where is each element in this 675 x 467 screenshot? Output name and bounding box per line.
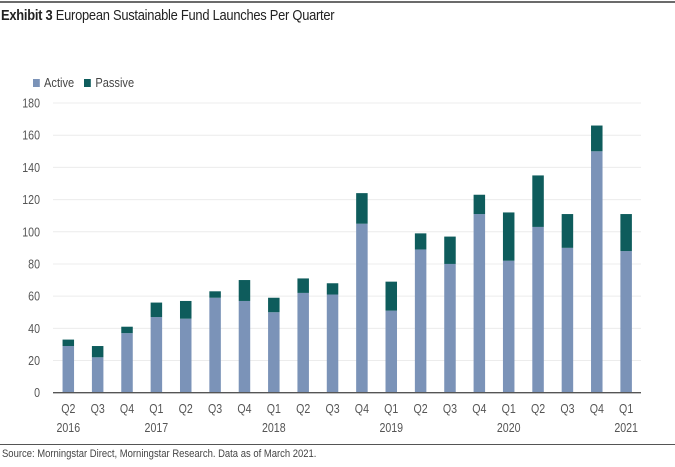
bar-active <box>238 300 251 393</box>
legend-label-passive: Passive <box>95 75 135 90</box>
bar-passive <box>385 281 398 311</box>
x-tick-year-label: 2020 <box>497 421 521 435</box>
bar-passive <box>532 175 544 227</box>
bar-active <box>620 251 632 393</box>
bar-active <box>150 317 163 393</box>
x-tick-year-label: 2021 <box>614 421 638 435</box>
exhibit-label: Exhibit 3 <box>1 7 53 24</box>
legend-swatch-active <box>33 78 40 87</box>
x-tick-label: Q2 <box>61 402 75 416</box>
bars <box>62 125 632 393</box>
source-note: Source: Morningstar Direct, Morningstar … <box>2 448 317 460</box>
bar-active <box>502 260 515 393</box>
bar-active <box>561 247 574 393</box>
bar-chart: 0 20 40 60 80 100 120 140 160 180 Q2 2016 Q3 Q4 Q1 201… <box>22 97 641 435</box>
chart-title: Exhibit 3 European Sustainable Fund Laun… <box>1 7 335 24</box>
bar-passive <box>444 236 456 264</box>
bar-passive <box>179 300 192 319</box>
bar-passive <box>414 233 427 250</box>
bar-active <box>356 223 368 393</box>
bar-active <box>91 357 104 393</box>
y-tick-label: 120 <box>22 193 40 207</box>
bar-passive <box>356 193 368 224</box>
x-tick-label: Q2 <box>296 402 310 416</box>
y-tick-label: 0 <box>34 386 40 400</box>
bar-passive <box>150 302 163 318</box>
x-tick-label: Q3 <box>208 402 222 416</box>
y-tick-label: 140 <box>22 161 40 175</box>
x-tick-label: Q1 <box>619 402 633 416</box>
bar-passive <box>91 346 104 358</box>
bar-passive <box>591 125 603 152</box>
x-tick-label: Q2 <box>531 402 545 416</box>
gridlines <box>53 102 641 362</box>
bar-passive <box>297 278 309 293</box>
y-tick-label: 20 <box>28 354 40 368</box>
x-tick-label: Q1 <box>267 402 281 416</box>
title-text: European Sustainable Fund Launches Per Q… <box>55 7 335 24</box>
bar-passive <box>121 326 133 334</box>
bar-passive <box>561 214 574 248</box>
x-axis: Q2 2016 Q3 Q4 Q1 2017 Q2 Q3 Q4 Q1 2018 Q2 Q3 Q4 Q1 2019… <box>53 392 641 435</box>
bar-passive <box>62 339 75 347</box>
legend-label-active: Active <box>44 75 75 90</box>
y-tick-label: 180 <box>22 97 40 111</box>
bar-active <box>297 292 309 393</box>
x-tick-label: Q2 <box>179 402 193 416</box>
bar-active <box>209 297 221 393</box>
bar-passive <box>238 280 251 301</box>
y-tick-label: 60 <box>28 290 40 304</box>
y-tick-label: 160 <box>22 129 40 143</box>
y-axis: 0 20 40 60 80 100 120 140 160 180 <box>22 97 40 401</box>
x-tick-label: Q2 <box>414 402 428 416</box>
x-tick-label: Q4 <box>355 402 370 416</box>
x-tick-year-label: 2019 <box>379 421 403 435</box>
x-tick-label: Q1 <box>149 402 163 416</box>
x-tick-label: Q1 <box>502 402 516 416</box>
legend-swatch-passive <box>84 78 92 87</box>
x-tick-label: Q3 <box>91 402 105 416</box>
x-tick-year-label: 2018 <box>262 421 286 435</box>
bar-passive <box>620 214 632 252</box>
legend: Active Passive <box>33 75 144 90</box>
bar-active <box>473 214 486 393</box>
x-tick-label: Q3 <box>443 402 457 416</box>
x-tick-label: Q3 <box>560 402 574 416</box>
bar-active <box>121 333 133 393</box>
bar-passive <box>268 297 280 313</box>
x-tick-label: Q4 <box>237 402 252 416</box>
bar-active <box>268 312 280 393</box>
bar-active <box>444 263 456 393</box>
x-tick-label: Q3 <box>325 402 339 416</box>
top-rule <box>0 1 675 3</box>
x-tick-label: Q4 <box>120 402 135 416</box>
y-tick-label: 100 <box>22 225 40 239</box>
bar-passive <box>502 212 515 261</box>
bar-active <box>532 226 544 393</box>
x-tick-year-label: 2016 <box>56 421 80 435</box>
x-tick-label: Q1 <box>384 402 398 416</box>
bar-active <box>326 294 339 393</box>
bar-active <box>591 151 603 393</box>
y-tick-label: 80 <box>28 258 40 272</box>
bar-active <box>62 346 75 393</box>
x-tick-label: Q4 <box>590 402 605 416</box>
bar-passive <box>209 291 221 298</box>
bar-active <box>414 249 427 393</box>
bar-passive <box>473 194 486 215</box>
y-tick-label: 40 <box>28 322 40 336</box>
x-tick-label: Q4 <box>472 402 487 416</box>
bar-active <box>385 310 398 393</box>
bar-active <box>179 318 192 393</box>
bar-passive <box>326 283 339 295</box>
bottom-rule <box>0 444 675 445</box>
legend-item-active: Active <box>33 75 74 90</box>
x-tick-year-label: 2017 <box>145 421 169 435</box>
legend-item-passive: Passive <box>84 75 134 90</box>
